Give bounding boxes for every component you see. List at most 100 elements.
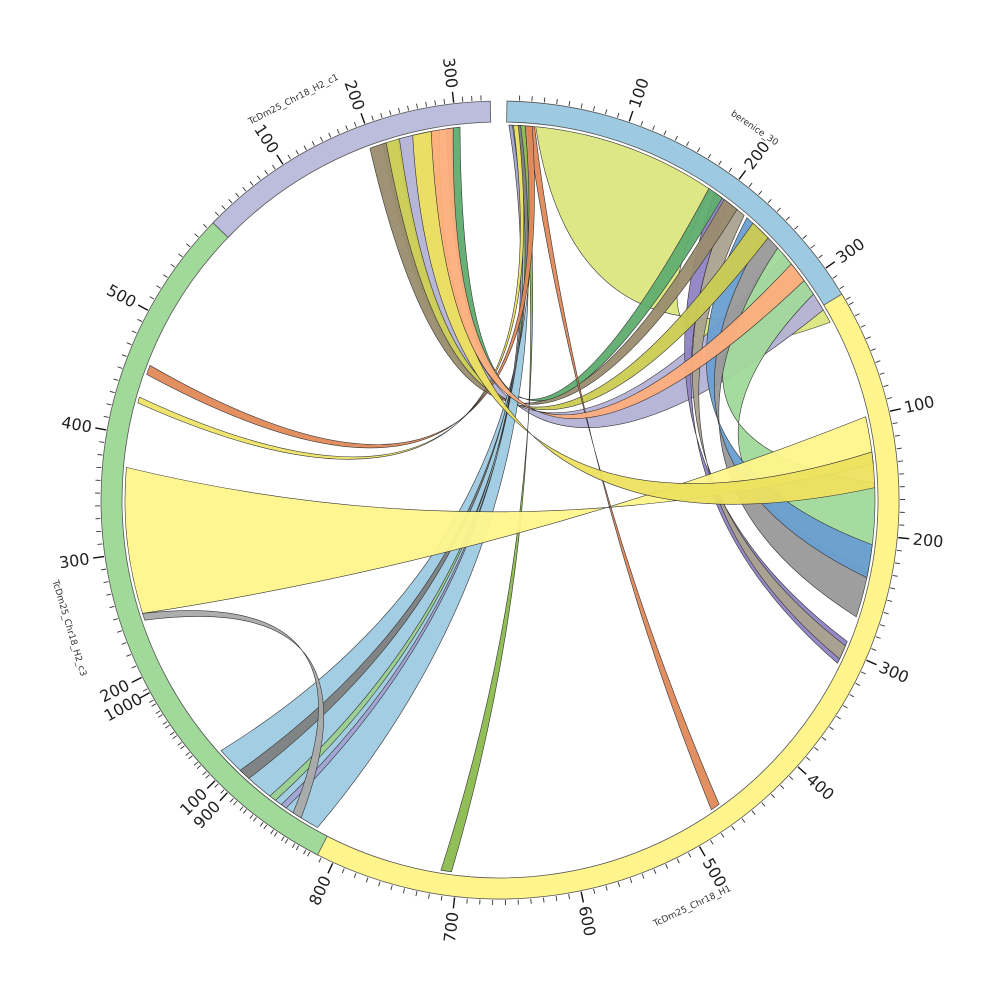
minor-tick [842, 705, 848, 709]
minor-tick [894, 434, 900, 437]
minor-tick [794, 225, 799, 230]
minor-tick [103, 415, 109, 418]
minor-tick [106, 403, 112, 406]
minor-tick [239, 806, 244, 811]
minor-tick [839, 285, 845, 290]
minor-tick [97, 543, 103, 545]
minor-tick [593, 888, 596, 894]
minor-tick [287, 154, 291, 160]
minor-tick [818, 254, 823, 259]
minor-tick [202, 771, 207, 776]
link-ribbon [142, 610, 324, 819]
minor-tick [855, 682, 861, 686]
minor-tick [109, 390, 115, 394]
minor-tick [676, 858, 680, 864]
minor-tick [235, 192, 240, 198]
minor-tick [353, 873, 357, 879]
minor-tick [214, 783, 219, 788]
major-tick [738, 170, 747, 180]
major-tick [131, 676, 142, 684]
minor-tick [604, 109, 608, 115]
minor-tick [281, 836, 285, 842]
minor-tick [188, 755, 193, 760]
minor-tick [295, 149, 299, 155]
minor-tick [172, 735, 178, 739]
minor-tick [380, 112, 383, 118]
tick-label: 500 [104, 280, 140, 311]
minor-tick [259, 822, 264, 827]
segment-label-h1: TcDm25_Chr18_H1 [651, 884, 733, 930]
minor-tick [151, 703, 157, 707]
minor-tick [580, 103, 583, 109]
minor-tick [568, 893, 570, 900]
minor-tick [205, 774, 210, 779]
minor-tick [415, 891, 418, 897]
minor-tick [214, 211, 220, 216]
minor-tick [263, 824, 268, 830]
minor-tick [806, 756, 811, 761]
minor-tick [113, 618, 119, 621]
major-tick [206, 780, 216, 789]
major-tick [628, 110, 634, 122]
tick-label: 300 [58, 549, 91, 572]
minor-tick [652, 125, 655, 131]
minor-tick [767, 199, 772, 204]
minor-tick [365, 877, 369, 883]
minor-tick [688, 852, 692, 858]
minor-tick [163, 274, 168, 278]
minor-tick [848, 301, 854, 306]
minor-tick [264, 170, 269, 175]
minor-tick [131, 665, 137, 669]
minor-tick [896, 447, 902, 450]
minor-tick [894, 562, 901, 565]
minor-tick [318, 857, 322, 863]
minor-tick [345, 125, 349, 131]
minor-tick [149, 699, 154, 703]
link-ribbon [446, 126, 723, 402]
minor-tick [99, 441, 105, 443]
minor-tick [718, 160, 722, 166]
minor-tick [221, 205, 226, 210]
minor-tick [785, 216, 790, 221]
minor-tick [162, 721, 168, 725]
minor-tick [810, 244, 815, 249]
minor-tick [875, 360, 881, 363]
minor-tick [720, 833, 725, 838]
major-tick [797, 766, 807, 775]
minor-tick [854, 313, 860, 317]
minor-tick [126, 653, 132, 657]
minor-tick [180, 745, 185, 750]
minor-tick [605, 885, 608, 891]
minor-tick [106, 593, 112, 596]
minor-tick [249, 181, 254, 186]
minor-tick [568, 100, 571, 107]
minor-tick [185, 751, 190, 756]
minor-tick [117, 366, 123, 369]
minor-tick [428, 893, 430, 899]
tick-label: 200 [340, 78, 368, 113]
minor-tick [336, 128, 340, 134]
minor-tick [770, 793, 775, 799]
minor-tick [836, 715, 841, 720]
minor-tick [617, 882, 621, 888]
major-tick [825, 261, 836, 269]
segment-label-c1: TcDm25_Chr18_H2_c1 [246, 73, 340, 128]
minor-tick [616, 112, 620, 118]
minor-tick [665, 863, 669, 869]
tick-label: 400 [60, 413, 93, 437]
minor-tick [121, 642, 127, 645]
segment-c1 [212, 100, 492, 238]
tick-label: 300 [876, 657, 912, 687]
minor-tick [865, 336, 871, 340]
minor-tick [169, 731, 175, 736]
minor-tick [728, 167, 733, 173]
minor-tick [311, 140, 315, 146]
minor-tick [543, 97, 546, 103]
link-ribbon [269, 124, 526, 801]
minor-tick [416, 103, 419, 109]
minor-tick [883, 612, 889, 615]
minor-tick [165, 724, 170, 729]
minor-tick [543, 897, 545, 903]
major-tick [219, 792, 228, 802]
